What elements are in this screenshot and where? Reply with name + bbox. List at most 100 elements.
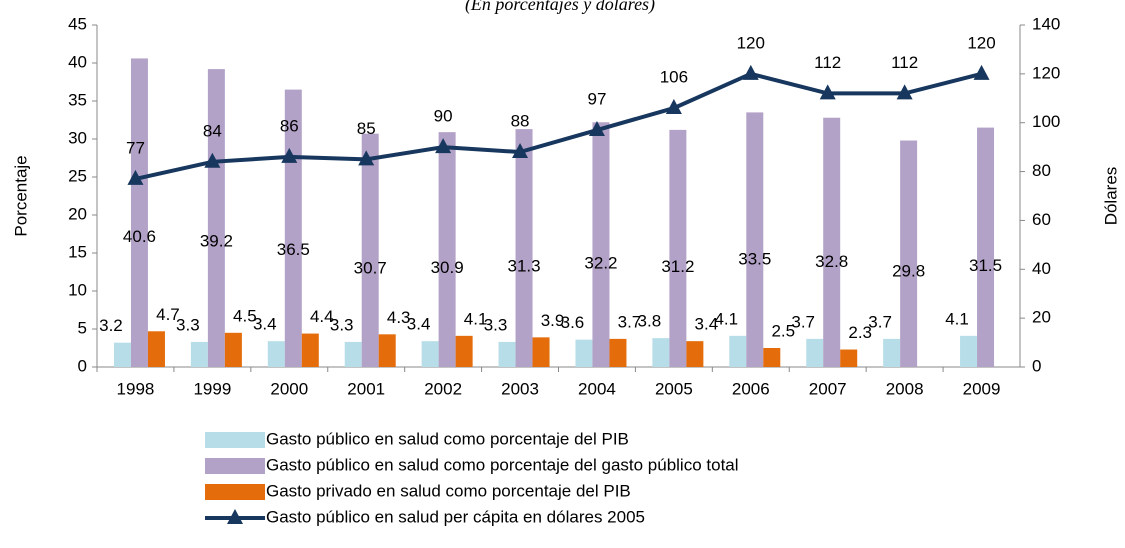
x-tick-label: 2009 xyxy=(963,379,1001,398)
marker xyxy=(973,64,990,80)
bar xyxy=(729,335,747,367)
data-label: 106 xyxy=(660,68,688,87)
data-label: 3.8 xyxy=(638,312,662,331)
y2-tick-label: 120 xyxy=(1032,63,1060,82)
marker xyxy=(435,138,452,154)
marker xyxy=(896,84,913,100)
data-label: 4.1 xyxy=(714,309,738,328)
bar xyxy=(609,338,627,367)
data-label: 40.6 xyxy=(123,227,156,246)
data-label: 2.5 xyxy=(771,321,795,340)
x-tick-label: 2005 xyxy=(655,379,693,398)
data-label: 30.7 xyxy=(354,258,387,277)
data-label: 120 xyxy=(737,33,765,52)
bar xyxy=(113,342,131,367)
bar xyxy=(652,338,670,367)
data-label: 3.6 xyxy=(561,313,585,332)
data-label: 4.5 xyxy=(233,306,257,325)
data-label: 3.4 xyxy=(407,315,431,334)
x-tick-label: 1999 xyxy=(193,379,231,398)
bar xyxy=(421,341,439,367)
data-label: 3.3 xyxy=(176,315,200,334)
data-label: 88 xyxy=(511,112,530,131)
marker xyxy=(665,99,682,115)
bar xyxy=(960,335,978,367)
data-label: 4.1 xyxy=(945,309,969,328)
data-label: 3.3 xyxy=(484,315,508,334)
data-label: 32.8 xyxy=(815,252,848,271)
y-tick-label: 15 xyxy=(68,242,87,261)
bar xyxy=(438,132,456,367)
bar xyxy=(378,334,396,367)
bar xyxy=(515,129,533,367)
x-tick-label: 2001 xyxy=(347,379,385,398)
bar xyxy=(883,338,901,367)
data-label: 3.4 xyxy=(695,315,719,334)
bar xyxy=(746,112,764,368)
bar xyxy=(806,338,824,367)
legend-label: Gasto privado en salud como porcentaje d… xyxy=(266,481,631,500)
data-label: 3.4 xyxy=(253,315,277,334)
y2-tick-label: 80 xyxy=(1032,161,1051,180)
y-tick-label: 25 xyxy=(68,166,87,185)
marker xyxy=(512,143,529,159)
x-tick-label: 1998 xyxy=(117,379,155,398)
legend-swatch xyxy=(205,458,265,474)
data-label: 3.2 xyxy=(99,316,123,335)
data-label: 31.3 xyxy=(507,257,540,276)
data-label: 32.2 xyxy=(584,254,617,273)
y-tick-label: 40 xyxy=(68,52,87,71)
data-label: 3.7 xyxy=(868,312,892,331)
x-tick-label: 2000 xyxy=(270,379,308,398)
bar xyxy=(763,348,781,367)
marker xyxy=(281,147,298,163)
marker xyxy=(127,169,144,185)
data-label: 3.7 xyxy=(618,312,642,331)
x-tick-label: 2004 xyxy=(578,379,616,398)
bar xyxy=(190,341,208,367)
x-tick-label: 2008 xyxy=(886,379,924,398)
bar xyxy=(301,333,319,367)
data-label: 90 xyxy=(434,107,453,126)
x-tick-label: 2003 xyxy=(501,379,539,398)
marker xyxy=(588,121,605,137)
y-tick-label: 30 xyxy=(68,128,87,147)
data-label: 120 xyxy=(967,33,995,52)
y2-tick-label: 140 xyxy=(1032,14,1060,33)
marker xyxy=(819,84,836,100)
line xyxy=(135,71,983,181)
legend-swatch xyxy=(205,432,265,448)
data-label: 85 xyxy=(357,119,376,138)
bar xyxy=(207,69,225,367)
data-label: 77 xyxy=(126,138,145,157)
data-label: 30.9 xyxy=(431,258,464,277)
data-label: 112 xyxy=(814,53,841,72)
legend-swatch xyxy=(205,484,265,500)
data-label: 4.7 xyxy=(156,305,180,324)
data-label: 3.7 xyxy=(791,312,815,331)
data-label: 4.4 xyxy=(310,307,334,326)
data-label: 29.8 xyxy=(892,261,925,280)
bar xyxy=(840,349,858,367)
legend-label: Gasto público en salud como porcentaje d… xyxy=(266,455,739,474)
y2-tick-label: 60 xyxy=(1032,210,1051,229)
bar xyxy=(977,127,995,367)
bar xyxy=(361,133,379,367)
y2-tick-label: 0 xyxy=(1032,356,1041,375)
data-label: 33.5 xyxy=(738,250,771,269)
bar xyxy=(575,339,593,367)
data-label: 36.5 xyxy=(277,240,310,259)
data-label: 2.3 xyxy=(848,323,872,342)
x-tick-label: 2007 xyxy=(809,379,847,398)
bar xyxy=(344,341,362,367)
bar xyxy=(147,331,165,367)
y2-tick-label: 20 xyxy=(1032,308,1051,327)
bar xyxy=(267,341,285,367)
data-label: 39.2 xyxy=(200,231,233,250)
data-label: 3.9 xyxy=(541,311,565,330)
data-label: 84 xyxy=(203,121,222,140)
bar xyxy=(455,335,473,367)
marker xyxy=(204,152,221,168)
bar xyxy=(686,341,704,367)
